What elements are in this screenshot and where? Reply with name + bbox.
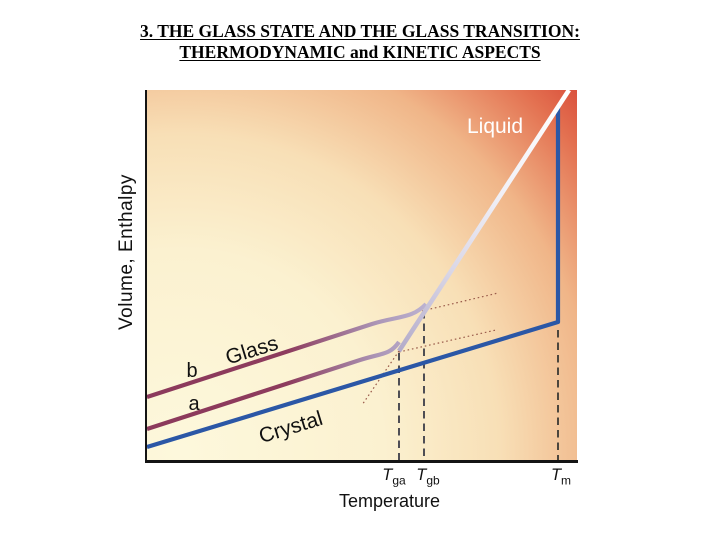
- curve-glass-a: [146, 340, 401, 431]
- curve-glass-b: [146, 302, 428, 399]
- curve-crystal: [146, 107, 561, 450]
- tick-tm-sub: m: [561, 473, 572, 488]
- plot-area-background: [147, 90, 577, 460]
- slide-title: 3. THE GLASS STATE AND THE GLASS TRANSIT…: [0, 21, 720, 63]
- curve-b-label: b: [186, 360, 198, 382]
- tick-tga-base: T: [382, 466, 393, 484]
- curve-a-label: a: [188, 393, 200, 415]
- y-axis-label: Volume, Enthalpy: [116, 174, 137, 330]
- title-line-2: THERMODYNAMIC and KINETIC ASPECTS: [179, 42, 541, 62]
- title-line-1: 3. THE GLASS STATE AND THE GLASS TRANSIT…: [140, 21, 580, 41]
- curve-liquid: [397, 88, 571, 353]
- tick-tga: Tga: [372, 466, 416, 487]
- tick-tm-base: T: [550, 466, 562, 484]
- x-axis-line: [144, 460, 578, 463]
- tick-tgb-base: T: [416, 466, 427, 484]
- x-axis-label: Temperature: [338, 491, 441, 511]
- tick-tgb-sub: gb: [426, 473, 440, 488]
- chart-canvas: [146, 88, 571, 460]
- curve-dotted-glass-a-extrapolation: [398, 329, 497, 353]
- tick-tga-sub: ga: [392, 473, 406, 488]
- liquid-label: Liquid: [466, 115, 524, 138]
- tick-tgb: Tgb: [406, 466, 450, 487]
- y-axis-line: [144, 90, 147, 463]
- tick-tm: Tm: [539, 466, 583, 487]
